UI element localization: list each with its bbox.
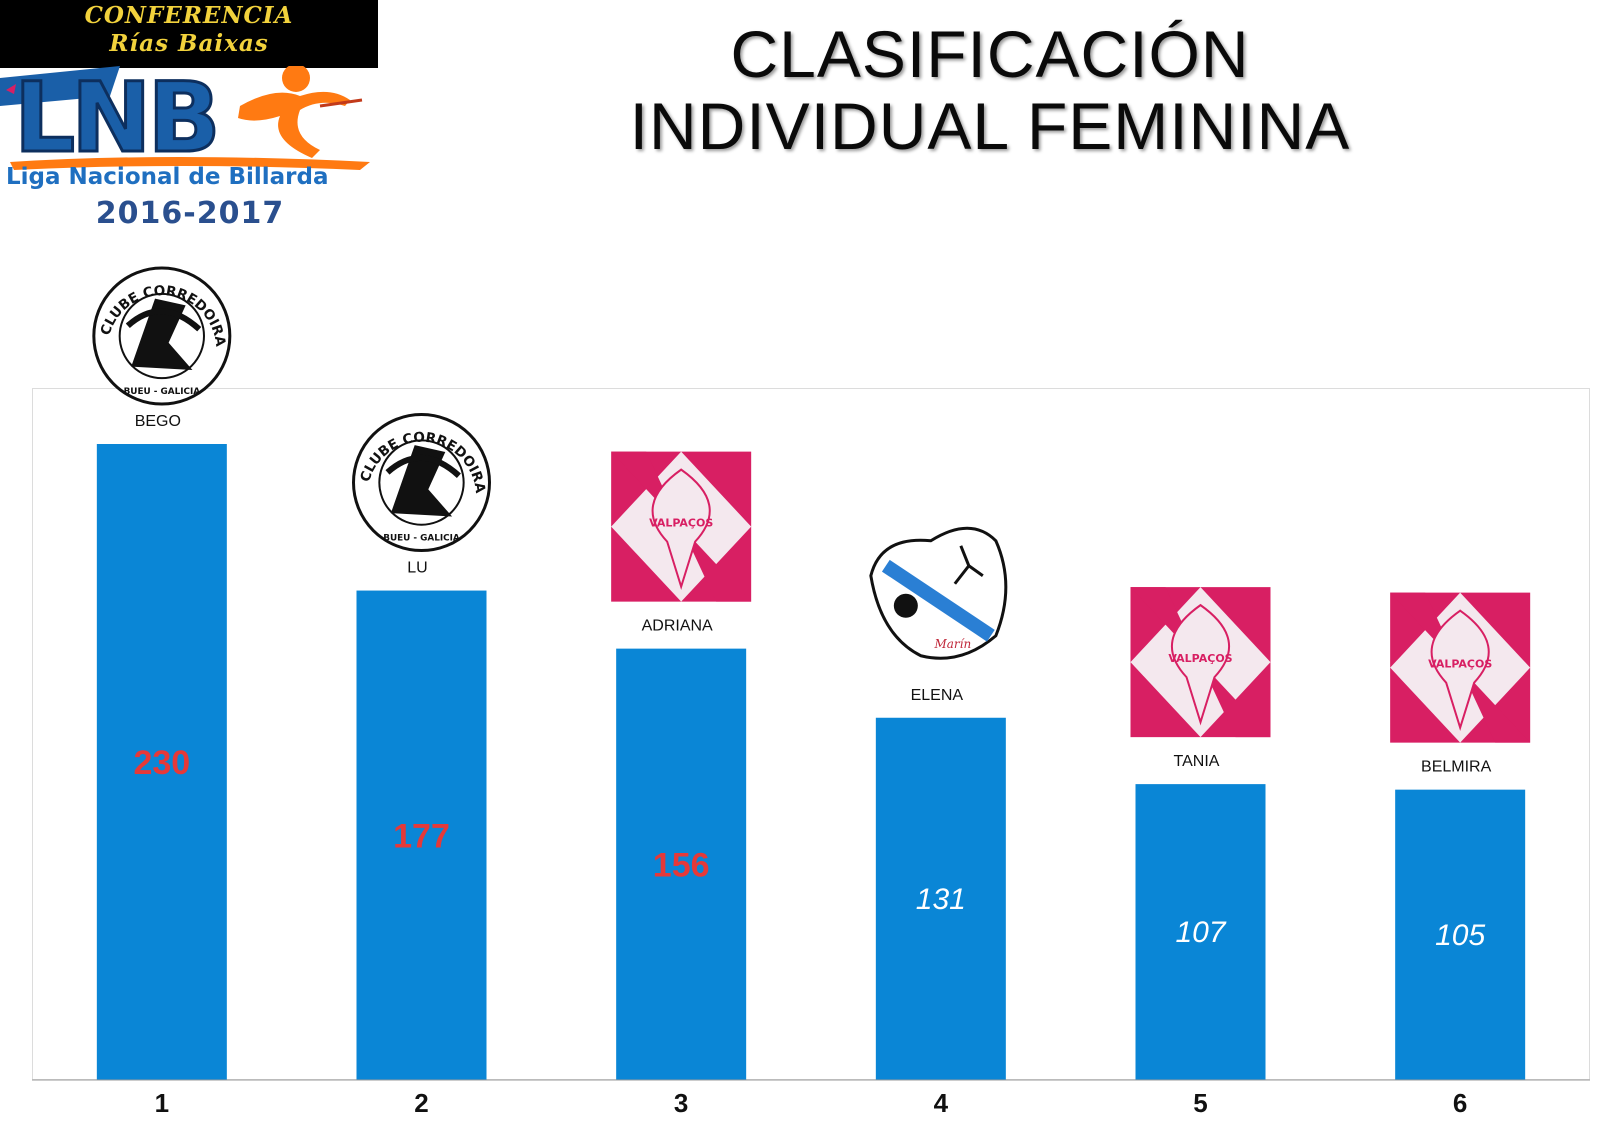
clube-correedoiras-icon: CLUBE CORREDOIRASBUEU - GALICIA xyxy=(0,0,232,406)
svg-text:Marín: Marín xyxy=(933,637,971,651)
title-line-2: INDIVIDUAL FEMININA xyxy=(629,89,1351,163)
bar-value-label: 105 xyxy=(1435,919,1485,952)
valpacos-icon: VALPAÇOS xyxy=(1390,592,1531,743)
season-label: 2016-2017 xyxy=(95,196,285,231)
banner-line-2: Rías Baixas xyxy=(109,30,269,57)
x-tick-label: 6 xyxy=(1453,1088,1467,1118)
bar-1 xyxy=(96,444,227,1080)
bar-value-label: 177 xyxy=(393,817,450,855)
bar-value-label: 230 xyxy=(133,744,190,782)
svg-text:BUEU - GALICIA: BUEU - GALICIA xyxy=(124,387,201,397)
bar-6 xyxy=(1395,789,1526,1080)
x-tick-label: 5 xyxy=(1193,1088,1207,1118)
league-logo: LNB Liga Nacional de Billarda 2016-2017 xyxy=(0,66,380,246)
clube-correedoiras-icon: CLUBE CORREDOIRASBUEU - GALICIA xyxy=(0,0,491,553)
bar-name-label: BELMIRA xyxy=(1421,759,1492,776)
banner-line-1: CONFERENCIA xyxy=(84,2,294,29)
bar-value-label: 156 xyxy=(653,846,710,884)
bar-3 xyxy=(616,648,747,1080)
bar-name-label: BEGO xyxy=(135,413,181,430)
bar-value-label: 107 xyxy=(1175,916,1226,949)
valpacos-icon: VALPAÇOS xyxy=(611,451,752,602)
page-title: CLASIFICACIÓN INDIVIDUAL FEMININA xyxy=(560,18,1420,162)
bar-4 xyxy=(875,717,1006,1080)
league-logo-text: LNB xyxy=(13,62,223,174)
valpacos-icon: VALPAÇOS xyxy=(1130,587,1271,738)
league-name: Liga Nacional de Billarda xyxy=(6,164,329,190)
bar-name-label: ADRIANA xyxy=(642,618,713,635)
marin-icon: Marín xyxy=(869,526,1008,660)
svg-text:VALPAÇOS: VALPAÇOS xyxy=(1168,652,1232,665)
x-tick-label: 4 xyxy=(934,1088,949,1118)
svg-text:BUEU - GALICIA: BUEU - GALICIA xyxy=(383,533,460,543)
bar-name-label: LU xyxy=(407,560,427,577)
svg-text:VALPAÇOS: VALPAÇOS xyxy=(1428,658,1492,671)
x-tick-label: 3 xyxy=(674,1088,688,1118)
bar-2 xyxy=(356,590,487,1080)
svg-text:VALPAÇOS: VALPAÇOS xyxy=(649,517,713,530)
bar-name-label: TANIA xyxy=(1174,753,1220,770)
x-tick-label: 1 xyxy=(155,1088,169,1118)
conference-banner: CONFERENCIA Rías Baixas xyxy=(0,0,378,68)
bar-name-label: ELENA xyxy=(911,687,964,704)
x-tick-label: 2 xyxy=(414,1088,428,1118)
bar-value-label: 131 xyxy=(916,883,966,916)
title-line-1: CLASIFICACIÓN xyxy=(730,17,1250,91)
bar-5 xyxy=(1135,784,1266,1080)
runner-icon xyxy=(0,66,370,170)
